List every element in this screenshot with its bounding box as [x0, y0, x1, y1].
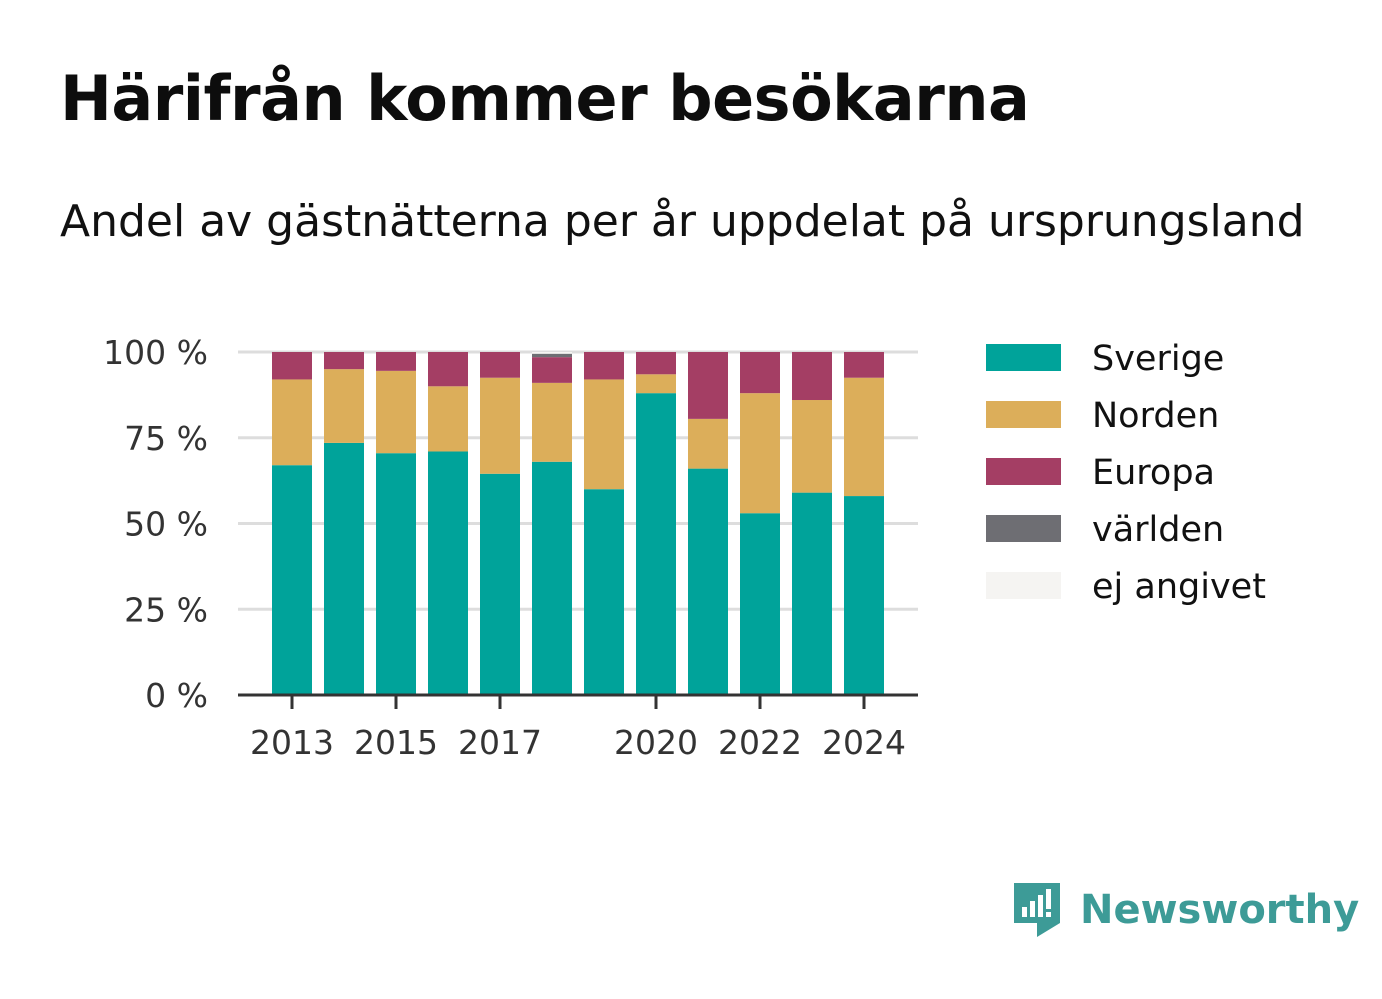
bar-Sverige-2013 [272, 465, 312, 695]
bar-Europa-2020 [636, 352, 676, 375]
legend-label: Sverige [1092, 339, 1224, 379]
bar-Europa-2017 [480, 352, 520, 378]
bar-Sverige-2021 [688, 468, 728, 695]
brand-logo: Newsworthy [1010, 878, 1359, 942]
bar-Norden-2016 [428, 386, 468, 452]
legend-swatch-Sverige [986, 344, 1061, 371]
legend-swatch-Norden [986, 401, 1061, 428]
bar-Sverige-2017 [480, 473, 520, 695]
legend-label: ej angivet [1092, 567, 1266, 607]
y-tick-label: 0 % [145, 676, 208, 715]
bar-Norden-2019 [584, 379, 624, 490]
bar-Sverige-2024 [844, 496, 884, 695]
legend-label: världen [1092, 510, 1224, 550]
bar-Europa-2014 [324, 352, 364, 370]
legend: Sverige Norden Europa världen ej angivet [986, 339, 1266, 607]
y-tick-label: 25 % [124, 590, 208, 629]
bar-Norden-2014 [324, 369, 364, 443]
legend-swatch-Europa [986, 458, 1061, 485]
bar-Europa-2019 [584, 352, 624, 380]
legend-swatch-ej-angivet [986, 572, 1061, 599]
bar-Europa-2022 [740, 352, 780, 394]
bar-Norden-2013 [272, 379, 312, 466]
bar-Sverige-2020 [636, 393, 676, 695]
x-tick-label: 2020 [614, 723, 698, 762]
bar-Sverige-2022 [740, 513, 780, 695]
bar-Europa-2023 [792, 352, 832, 401]
bar-Europa-2018 [532, 357, 572, 383]
bar-ej-angivet-2018 [532, 352, 572, 354]
bar-Sverige-2023 [792, 492, 832, 695]
x-tick-label: 2022 [718, 723, 802, 762]
legend-swatch-världen [986, 515, 1061, 542]
chart-title: Härifrån kommer besökarna [60, 62, 1030, 135]
bar-Sverige-2015 [376, 453, 416, 695]
bar-Norden-2024 [844, 377, 884, 497]
bars [272, 352, 884, 695]
x-tick-label: 2013 [250, 723, 334, 762]
legend-label: Norden [1092, 396, 1219, 436]
x-tick-label: 2017 [458, 723, 542, 762]
bar-Europa-2024 [844, 352, 884, 378]
x-tick-label: 2015 [354, 723, 438, 762]
bar-Norden-2018 [532, 382, 572, 462]
bar-världen-2018 [532, 353, 572, 358]
newsworthy-logo-icon [1014, 883, 1060, 937]
bar-Norden-2017 [480, 377, 520, 474]
y-tick-label: 100 % [103, 333, 208, 372]
bar-Europa-2015 [376, 352, 416, 371]
bar-Norden-2023 [792, 400, 832, 493]
bar-Europa-2013 [272, 352, 312, 380]
axes: 0 % 25 % 50 % 75 % 100 % 2013 2015 2017 2020 2022… [103, 333, 918, 762]
bar-Sverige-2019 [584, 489, 624, 695]
bar-Norden-2021 [688, 418, 728, 469]
x-tick-label: 2024 [822, 723, 906, 762]
brand-name: Newsworthy [1080, 887, 1360, 933]
bar-Norden-2020 [636, 374, 676, 394]
y-tick-label: 75 % [124, 419, 208, 458]
bar-Norden-2015 [376, 370, 416, 454]
bar-Norden-2022 [740, 393, 780, 514]
y-tick-label: 50 % [124, 505, 208, 544]
bar-Europa-2016 [428, 352, 468, 387]
bar-Sverige-2018 [532, 461, 572, 695]
bar-Sverige-2016 [428, 451, 468, 695]
chart-subtitle: Andel av gästnätterna per år uppdelat på… [60, 196, 1305, 247]
legend-label: Europa [1092, 453, 1215, 493]
bar-Europa-2021 [688, 352, 728, 419]
bar-Sverige-2014 [324, 442, 364, 695]
